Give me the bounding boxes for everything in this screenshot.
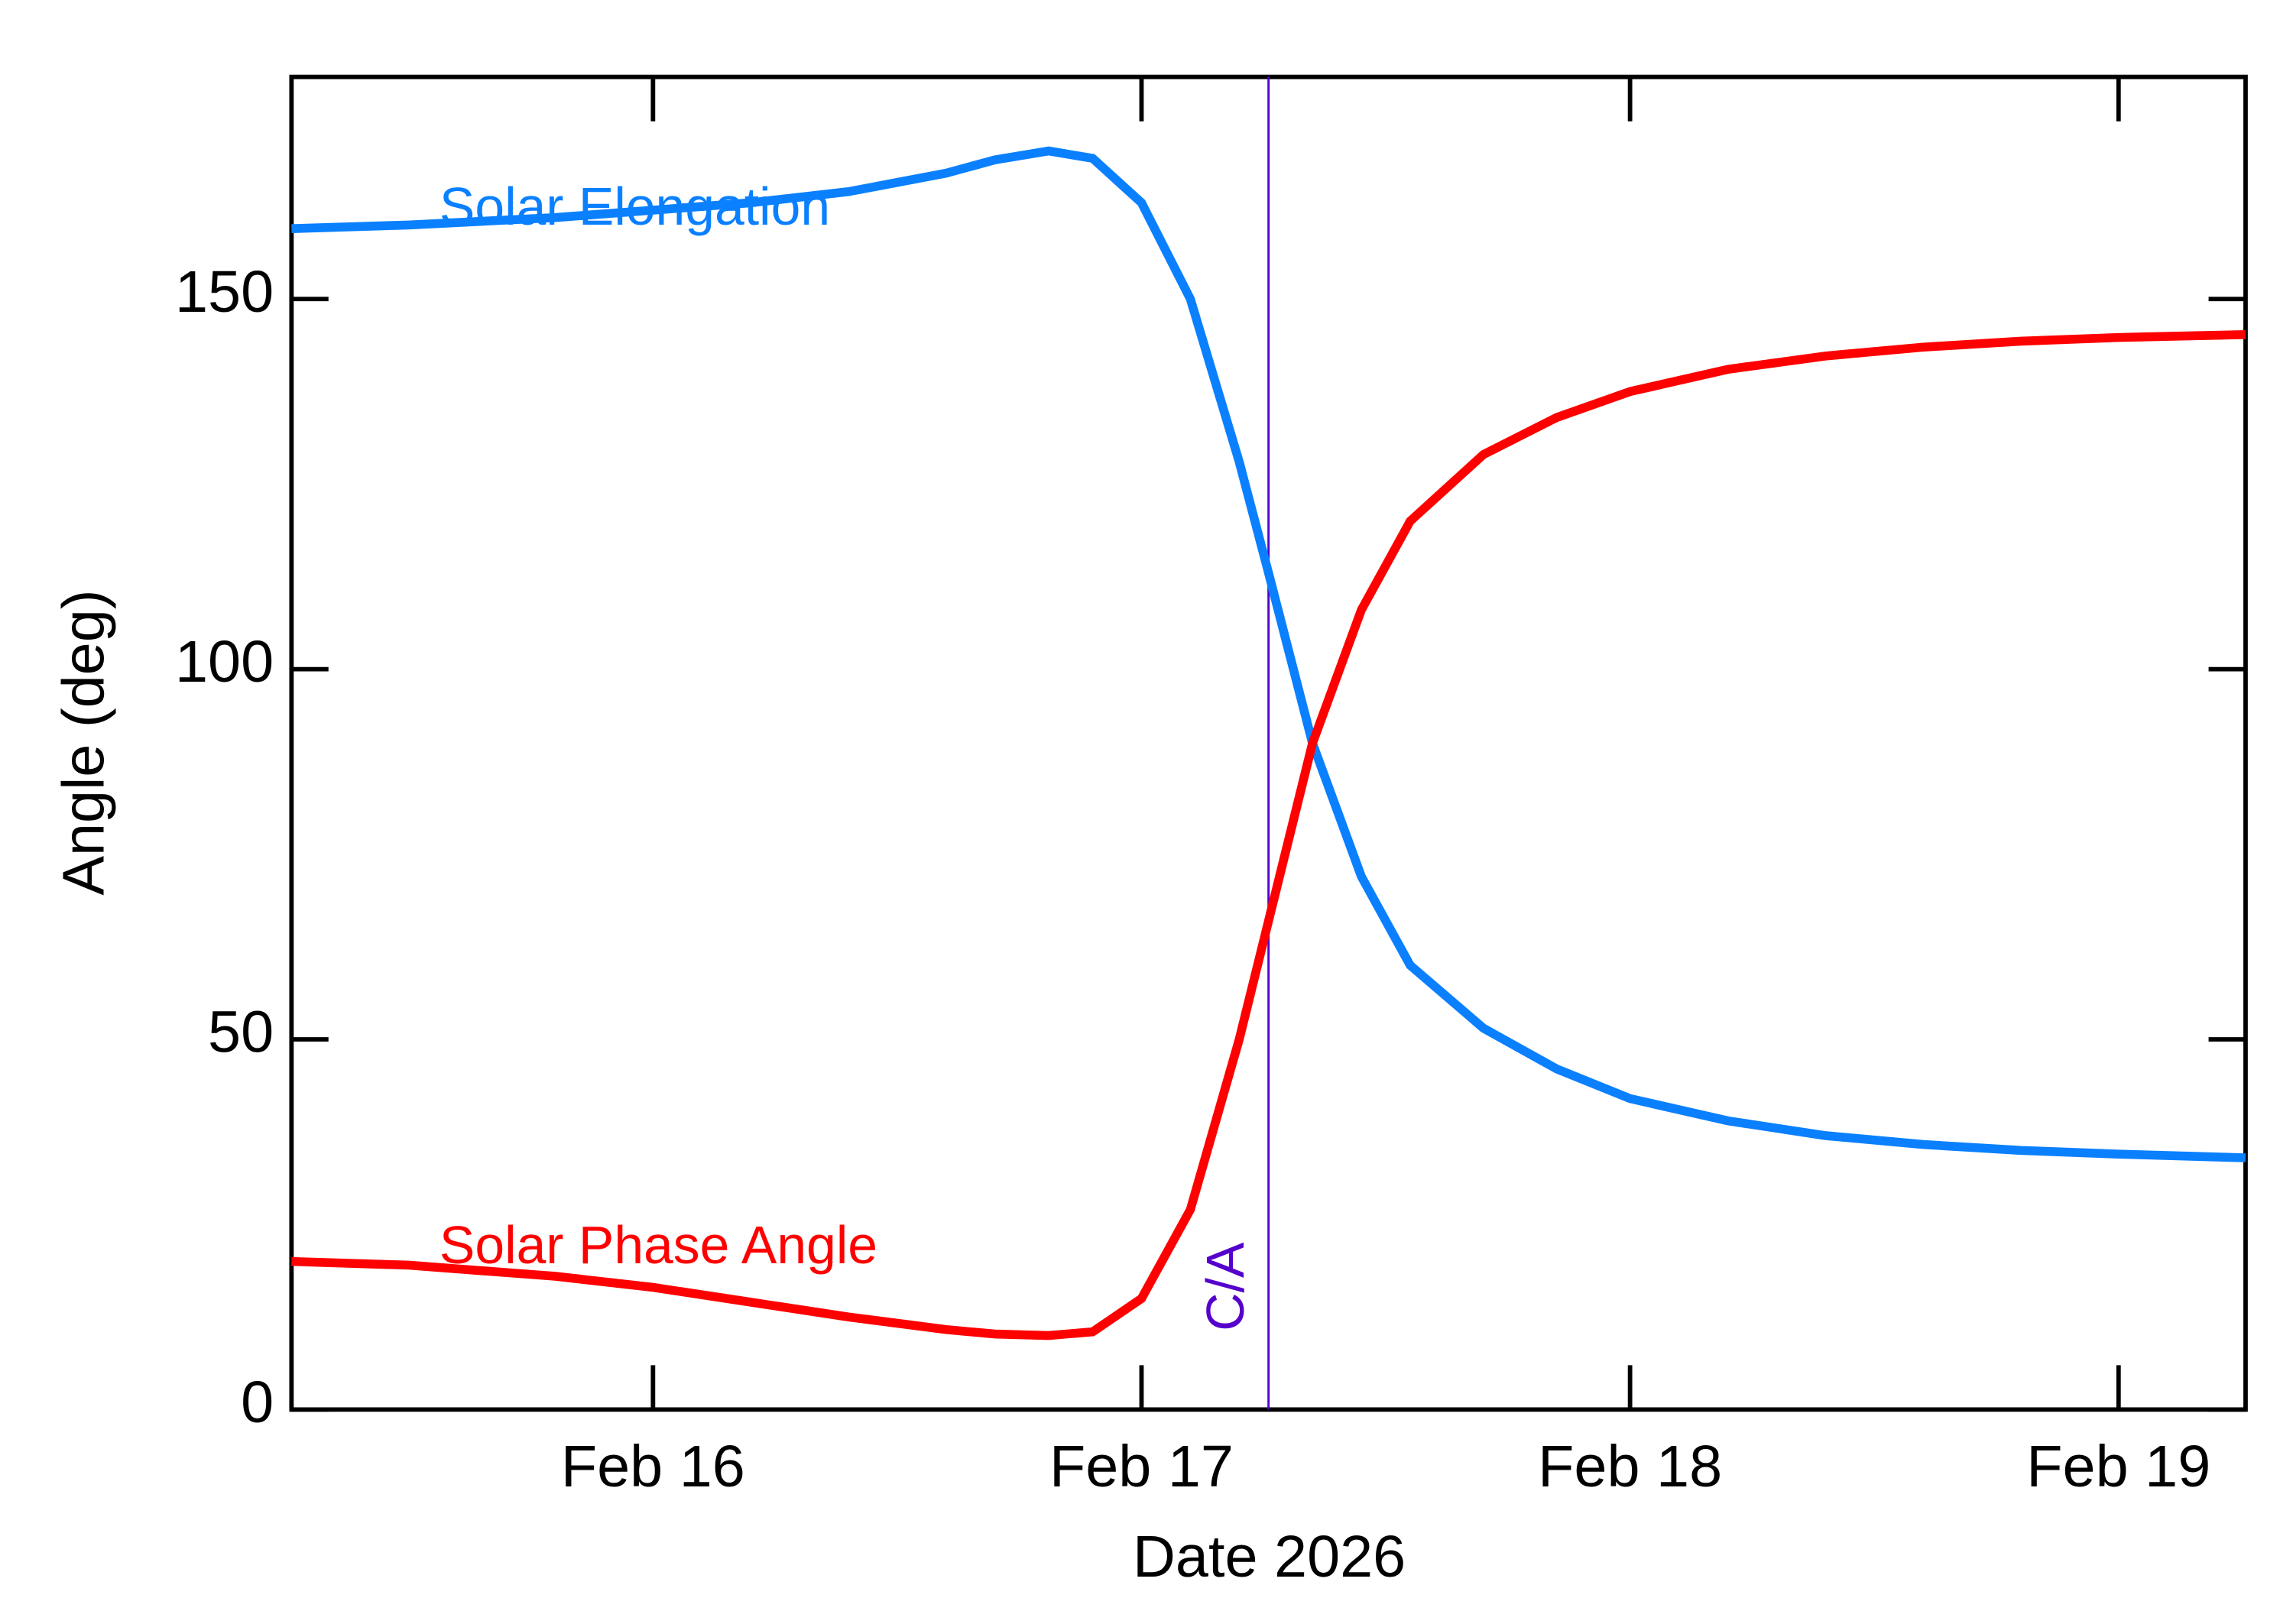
y-tick-label: 100 — [175, 629, 274, 695]
series-label: Solar Phase Angle — [439, 1215, 877, 1275]
x-tick-label: Feb 18 — [1538, 1434, 1722, 1499]
x-tick-label: Feb 17 — [1049, 1434, 1234, 1499]
series-line — [291, 146, 2246, 1162]
y-tick-label: 150 — [175, 259, 274, 325]
x-tick-label: Feb 19 — [2026, 1434, 2210, 1499]
x-tick-label: Feb 16 — [561, 1434, 745, 1499]
x-axis-label: Date 2026 — [1133, 1524, 1406, 1590]
series-label: Solar Elongation — [439, 177, 830, 236]
y-axis-label: Angle (deg) — [51, 589, 117, 895]
series-line — [291, 329, 2246, 1340]
y-tick-label: 50 — [208, 1000, 274, 1065]
y-tick-label: 0 — [241, 1370, 274, 1435]
closest-approach-label: C/A — [1195, 1242, 1255, 1331]
